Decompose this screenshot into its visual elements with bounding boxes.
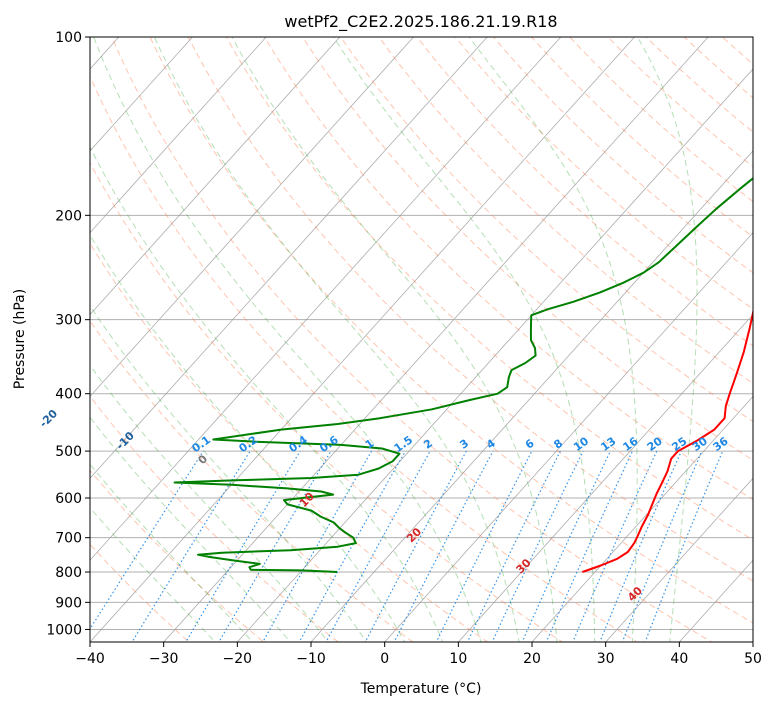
mixing-ratio-line bbox=[262, 450, 373, 642]
moist-adiabat-line bbox=[90, 463, 254, 642]
dry-adiabat-line bbox=[492, 37, 753, 274]
moist-adiabat-line bbox=[93, 37, 482, 642]
moist-adiabat-line bbox=[333, 37, 596, 642]
moist-adiabat-line bbox=[90, 364, 329, 642]
dry-adiabat-line bbox=[530, 37, 753, 238]
isotherm-line bbox=[310, 150, 753, 642]
mixing-ratio-line bbox=[644, 450, 724, 642]
mixing-ratio-line bbox=[298, 450, 406, 642]
dry-adiabat-line bbox=[149, 37, 753, 624]
x-tick-label: 20 bbox=[523, 651, 541, 667]
dry-adiabat-line bbox=[187, 37, 753, 582]
isotherm-line bbox=[384, 232, 753, 642]
temperature-profile bbox=[582, 308, 753, 573]
isotherm-line bbox=[236, 68, 753, 642]
profile-lines bbox=[173, 177, 753, 573]
mixing-ratio-line bbox=[572, 450, 658, 642]
moist-adiabat-line bbox=[90, 416, 291, 642]
x-tick-label: 40 bbox=[670, 651, 688, 667]
mixing-ratio-line bbox=[435, 450, 533, 642]
x-tick-label: −10 bbox=[296, 651, 326, 667]
dry-adiabat-line bbox=[90, 469, 265, 642]
mixing-ratio-line bbox=[466, 450, 561, 642]
isotherm-line bbox=[90, 37, 488, 479]
dry-adiabat-line bbox=[111, 37, 713, 642]
background-lines bbox=[0, 10, 753, 654]
dry-adiabat-line bbox=[569, 37, 753, 203]
mixing-ratio-line bbox=[521, 450, 611, 642]
isotherm-line bbox=[163, 37, 709, 642]
mixing-ratio-line bbox=[545, 450, 634, 642]
isotherm-line bbox=[90, 37, 267, 234]
mixing-ratio-line bbox=[491, 450, 584, 642]
isotherm-line bbox=[531, 395, 753, 642]
x-tick-label: −20 bbox=[223, 651, 253, 667]
x-tick-label: 30 bbox=[597, 651, 615, 667]
mixing-ratio-line bbox=[621, 450, 703, 642]
dry-adiabat-line bbox=[302, 37, 753, 461]
moist-adiabat-line bbox=[90, 145, 444, 642]
moist-adiabat-line bbox=[153, 37, 520, 642]
dry-adiabat-line bbox=[645, 37, 753, 133]
dry-adiabat-label: -20 bbox=[37, 407, 60, 430]
dry-adiabat-line bbox=[416, 37, 753, 347]
y-tick-label: 800 bbox=[55, 565, 82, 581]
moist-adiabat-line bbox=[90, 234, 406, 642]
y-tick-label: 1000 bbox=[46, 622, 82, 638]
mixing-ratio-line bbox=[90, 450, 204, 631]
y-tick-label: 100 bbox=[55, 30, 82, 46]
moist-adiabat-line bbox=[90, 506, 216, 642]
mixing-ratio-line bbox=[185, 450, 301, 642]
x-tick-label: 0 bbox=[380, 651, 389, 667]
moist-adiabat-line bbox=[637, 37, 698, 642]
y-tick-label: 900 bbox=[55, 595, 82, 611]
plot-frame bbox=[89, 36, 754, 643]
y-tick-label: 300 bbox=[55, 313, 82, 329]
dry-adiabat-line bbox=[90, 543, 190, 642]
isotherm-line bbox=[90, 37, 341, 316]
isotherm-line bbox=[0, 10, 70, 654]
dry-adiabat-line bbox=[607, 37, 753, 168]
y-tick-label: 700 bbox=[55, 531, 82, 547]
dry-adiabat-line bbox=[90, 319, 414, 642]
dewpoint-profile bbox=[173, 177, 753, 573]
y-tick-label: 500 bbox=[55, 444, 82, 460]
isotherm-line bbox=[90, 37, 194, 152]
chart-title: wetPf2_C2E2.2025.186.21.19.R18 bbox=[284, 12, 557, 32]
y-tick-label: 600 bbox=[55, 491, 82, 507]
moist-adiabat-line bbox=[231, 37, 558, 642]
isotherm-line bbox=[90, 37, 562, 561]
mixing-ratio-line bbox=[325, 450, 431, 642]
y-tick-label: 200 bbox=[55, 208, 82, 224]
y-axis-label: Pressure (hPa) bbox=[12, 289, 28, 389]
dry-adiabat-line bbox=[263, 37, 753, 501]
isotherm-line bbox=[90, 37, 636, 642]
x-tick-label: −40 bbox=[75, 651, 105, 667]
dry-adiabat-line bbox=[90, 242, 489, 642]
y-tick-label: 400 bbox=[55, 387, 82, 403]
x-tick-label: 50 bbox=[744, 651, 762, 667]
isotherm-line bbox=[90, 37, 415, 398]
isotherm-line bbox=[605, 477, 753, 642]
isotherm-line bbox=[457, 313, 753, 642]
x-tick-label: −30 bbox=[149, 651, 179, 667]
mixing-ratio-line bbox=[218, 450, 332, 642]
plot-area bbox=[90, 37, 753, 642]
axes: −40 −30 −20 −10 0 10 20 30 40 50 100 200 300 400 500 60… bbox=[46, 30, 762, 667]
x-axis-label: Temperature (°C) bbox=[360, 681, 482, 697]
dry-adiabat-line bbox=[90, 75, 638, 642]
moist-adiabat-line bbox=[90, 304, 367, 642]
x-tick-label: 10 bbox=[449, 651, 467, 667]
dry-adiabat-line bbox=[454, 37, 753, 310]
mixing-ratio-line bbox=[599, 450, 682, 642]
